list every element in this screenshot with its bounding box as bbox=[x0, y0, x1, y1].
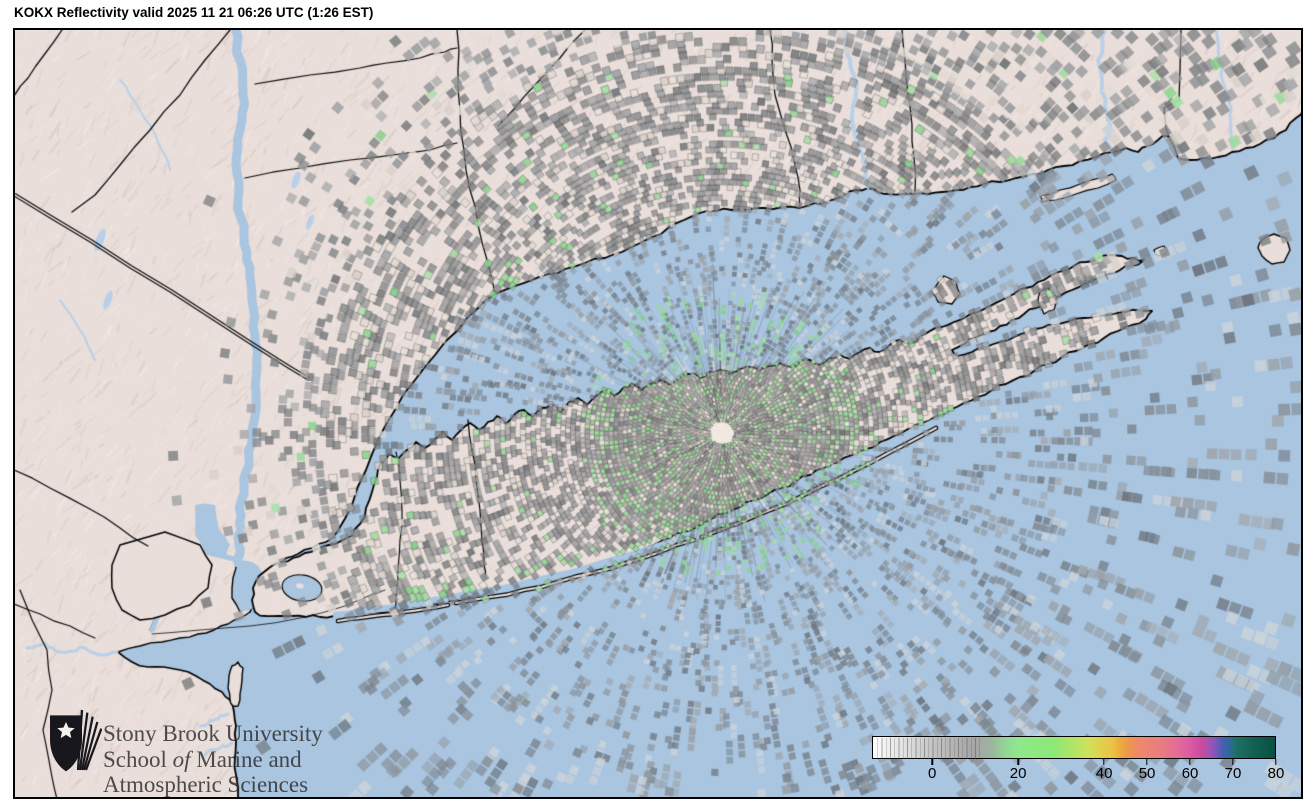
colorbar-tick-label: 20 bbox=[1009, 765, 1027, 782]
university-shield-icon bbox=[50, 709, 102, 772]
colorbar-tick bbox=[1275, 759, 1277, 765]
colorbar-tick-label: 0 bbox=[927, 765, 937, 782]
colorbar-tick-label: 50 bbox=[1138, 765, 1156, 782]
branding-line2-suffix: Marine and bbox=[190, 746, 302, 772]
branding: Stony Brook University School of Marine … bbox=[46, 707, 323, 797]
colorbar-ticks: 0 20 40 50 60 70 80 bbox=[872, 759, 1284, 788]
branding-line2-prefix: School bbox=[103, 746, 173, 772]
branding-line3: Atmospheric Sciences bbox=[103, 772, 309, 797]
colorbar-tick bbox=[1017, 759, 1019, 765]
colorbar-tick-label: 70 bbox=[1224, 765, 1242, 782]
map-frame: Stony Brook University School of Marine … bbox=[13, 28, 1303, 799]
colorbar-segment-lines bbox=[874, 738, 981, 759]
colorbar-tick-label: 40 bbox=[1095, 765, 1113, 782]
colorbar-tick-label: 60 bbox=[1181, 765, 1199, 782]
colorbar-tick bbox=[931, 759, 933, 765]
branding-line2-italic: of bbox=[172, 746, 191, 772]
colorbar-tick bbox=[1146, 759, 1148, 765]
colorbar-gradient bbox=[872, 736, 1276, 759]
colorbar-tick bbox=[1232, 759, 1234, 765]
map-title: KOKX Reflectivity valid 2025 11 21 06:26… bbox=[14, 5, 374, 20]
branding-line2: School of Marine and bbox=[103, 747, 323, 773]
radar-reflectivity-map-canvas bbox=[15, 30, 1301, 797]
colorbar-tick bbox=[1103, 759, 1105, 765]
branding-text: Stony Brook University School of Marine … bbox=[103, 721, 323, 797]
branding-line1: Stony Brook University bbox=[103, 721, 323, 746]
reflectivity-colorbar: 0 20 40 50 60 70 80 bbox=[872, 736, 1284, 788]
colorbar-tick-label: 80 bbox=[1267, 765, 1285, 782]
colorbar-tick bbox=[1189, 759, 1191, 765]
